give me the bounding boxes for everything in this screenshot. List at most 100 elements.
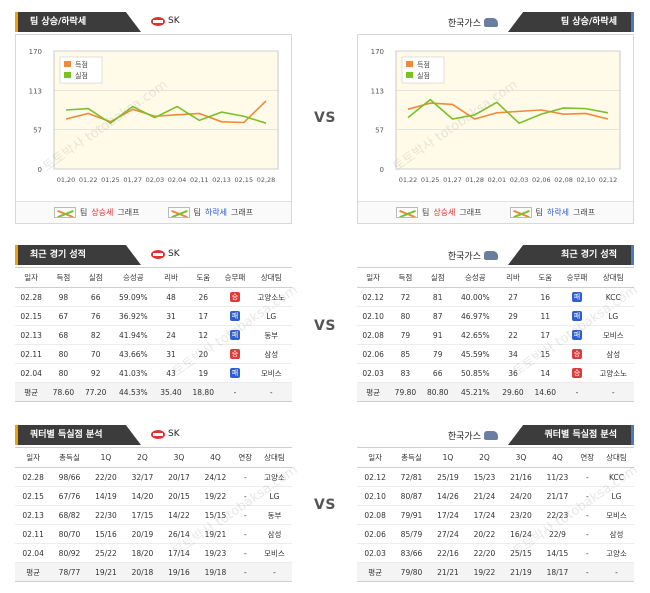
average-row: 평균 79/80 21/21 19/22 21/19 18/17- - [357,562,634,582]
table-cell: 68/82 [51,505,88,525]
win-badge: 승 [571,368,582,378]
table-cell: 92 [79,363,112,383]
table-cell: 02.06 [357,344,390,364]
x-tick-label: 02,11 [190,176,209,184]
loss-badge: 패 [229,330,240,340]
table-cell: 14/20 [124,486,161,506]
loss-badge: 패 [571,311,582,321]
column-header: 연장 [575,447,599,468]
x-tick-label: 01,28 [465,176,484,184]
table-cell: 17/24 [429,505,467,525]
result-cell: 승 [219,344,251,364]
series-line-score [65,100,267,124]
table-row: 02.08 79/91 17/24 17/24 23/20 22/23- 모비스 [357,505,634,525]
table-cell: 14/19 [87,486,125,506]
average-row: 평균 78/77 19/21 20/18 19/16 19/18- - [15,562,292,582]
table-cell: 19/21 [197,524,234,544]
table-cell: 17/14 [160,543,198,563]
table-cell: 79/91 [393,505,430,525]
column-header: 일자 [15,447,52,468]
table-cell: - [233,486,257,506]
table-cell: - [233,543,257,563]
legend-down: 팀 하락세 그래프 [167,207,253,218]
table-cell: LG [598,486,634,506]
table-cell: - [575,467,599,487]
x-tick-label: 02,03 [510,176,529,184]
x-tick-label: 01,22 [79,176,98,184]
column-header: 4Q [197,447,234,468]
table-cell: 모비스 [598,505,634,525]
table-cell: 17/24 [466,505,503,525]
table-cell: 12 [187,325,220,345]
sk-logo-icon [151,16,165,26]
table-cell: 16 [529,287,562,307]
x-tick-label: 02,06 [532,176,551,184]
table-row: 02.04 80 92 41.03% 43 19 패 모비스 [15,363,292,383]
right-chart-legend: 팀 상승세 그래프 팀 하락세 그래프 [358,201,633,223]
table-cell: - [575,562,599,582]
column-header: 1Q [87,447,125,468]
table-cell: 02.15 [15,306,48,326]
table-cell: 44.53% [111,382,155,402]
table-cell: 45.59% [453,344,497,364]
table-cell: 22/16 [429,543,467,563]
table-cell: 02.10 [357,486,394,506]
table-cell: 36.92% [111,306,155,326]
table-row: 02.13 68 82 41.94% 24 12 패 동부 [15,325,292,345]
team-name-right: 한국가스 [448,16,498,29]
table-cell: 87 [421,306,454,326]
legend-label: 실점 [417,71,430,80]
table-row: 02.12 72 81 40.00% 27 16 패 KCC [357,287,634,307]
column-header: 상대팀 [598,447,634,468]
table-cell: 21/16 [502,467,540,487]
team-name-right: 한국가스 [448,429,498,442]
table-cell: 25/22 [87,543,125,563]
column-header: 도움 [529,267,562,288]
section-title: 팀 상승/하락세 [15,12,141,32]
table-cell: 15/15 [197,505,234,525]
right-chart-box: 0 57 113 170 01,22 01,25 01,27 01,28 02,01 02,03 0… [357,34,634,224]
table-cell: 모비스 [592,325,634,345]
table-cell: 21/17 [539,486,576,506]
table-cell: 26 [187,287,220,307]
table-cell: - [575,524,599,544]
x-tick-label: 02,01 [488,176,507,184]
table-cell: 고양소 [256,467,292,487]
x-tick-label: 02,28 [257,176,276,184]
kogas-logo-icon [484,431,498,440]
section-title: 최근 경기 성적 [508,245,634,265]
team-name-left: SK [151,429,180,439]
average-row: 평균 79.80 80.80 45.21% 29.60 14.60- - [357,382,634,402]
x-tick-label: 02,12 [599,176,618,184]
table-cell: 삼성 [592,344,634,364]
table-cell: 15/16 [87,524,125,544]
table-cell: 모비스 [256,543,292,563]
loss-badge: 패 [571,330,582,340]
right-trend-panel: 한국가스 팀 상승/하락세 0 57 113 170 01,22 01,25 01,27 01… [357,12,634,224]
table-cell: 02.10 [357,306,390,326]
table-row: 02.04 80/92 25/22 18/20 17/14 19/23- 모비스 [15,543,292,563]
table-cell: 02.06 [357,524,394,544]
table-cell: 85/79 [393,524,430,544]
table-cell: 02.13 [15,325,48,345]
table-cell: 02.08 [357,505,394,525]
table-cell: 19/18 [197,562,234,582]
table-cell: - [219,382,251,402]
table-cell: 22/23 [539,505,576,525]
result-cell: 패 [561,325,593,345]
table-cell: 17 [529,325,562,345]
column-header: 승무패 [219,267,251,288]
table-cell: 삼성 [250,344,292,364]
table-cell: 72 [389,287,422,307]
legend-label: 득점 [417,61,430,69]
table-cell: - [256,562,292,582]
table-cell: 18/20 [124,543,161,563]
table-cell: 79 [389,325,422,345]
table-cell: 16/24 [502,524,540,544]
table-cell: 34 [496,344,530,364]
result-cell: 승 [561,344,593,364]
series-line-allowed [65,105,267,125]
right-recent-panel: 한국가스 최근 경기 성적 일자 득점 실점 승성공 리바 도움 승무패 상대팀 02.12 72… [357,245,634,403]
table-cell: 29 [496,306,530,326]
column-header: 4Q [539,447,576,468]
